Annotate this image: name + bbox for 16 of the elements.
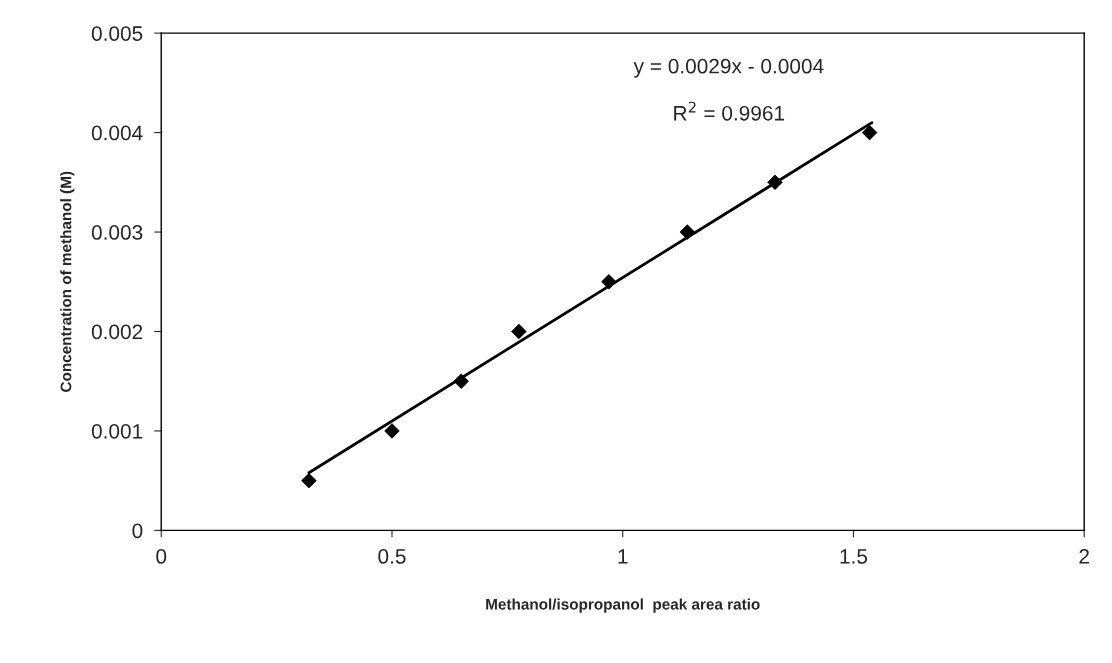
annotation: y = 0.0029x - 0.0004 (633, 58, 824, 78)
y-tick-label: 0.001 (91, 423, 143, 439)
x-tick-label: 2 (1079, 549, 1089, 564)
annotation: R$^{2}$ = 0.9961 (674, 101, 785, 121)
x-tick-label: 0.5 (378, 549, 406, 564)
y-tick-label: 0.004 (91, 125, 143, 141)
y-tick-label: 0 (132, 523, 143, 539)
y-axis-title: Concentration of methanol (M) (60, 171, 75, 392)
y-tick-label: 0.002 (91, 324, 143, 340)
x-axis-title: Methanol/isopropanol peak area ratio (486, 598, 760, 613)
x-tick-label: 1.5 (840, 549, 868, 564)
x-tick-label: 1 (618, 549, 628, 564)
y-tick-label: 0.005 (91, 26, 143, 41)
y-tick-label: 0.003 (91, 225, 143, 240)
point (861, 124, 878, 141)
x-tick-label: 0 (156, 549, 167, 564)
